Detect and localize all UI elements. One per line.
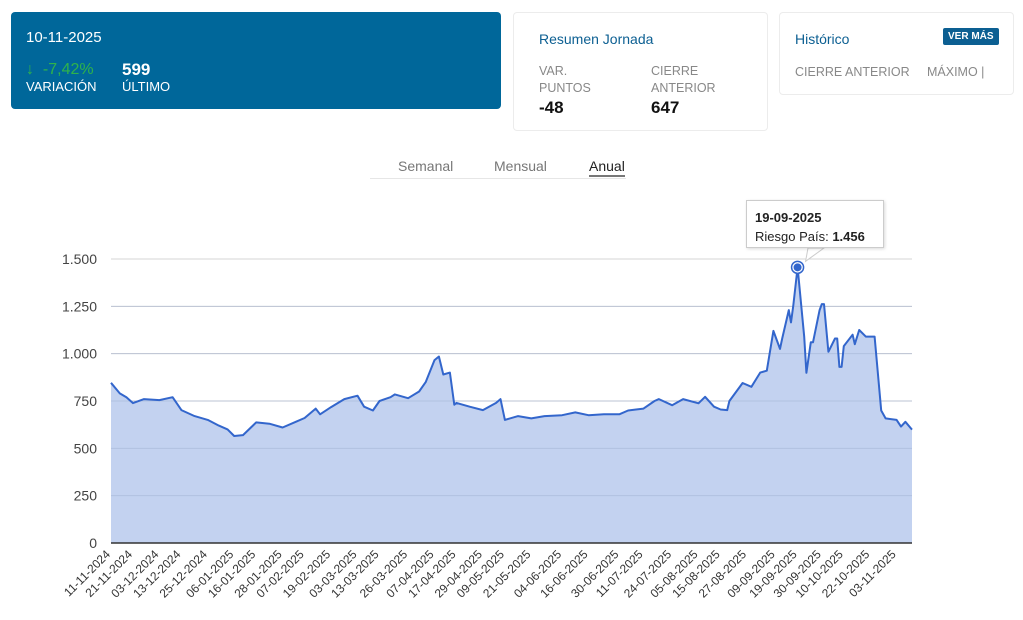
resumen-title: Resumen Jornada bbox=[539, 31, 654, 47]
historico-col-max: MÁXIMO | bbox=[927, 65, 985, 79]
series-line bbox=[110, 266, 913, 437]
var-points-value: -48 bbox=[539, 98, 564, 117]
var-label-line2: PUNTOS bbox=[539, 81, 591, 95]
var-points-label: VAR. PUNTOS bbox=[539, 63, 591, 97]
variation-value: ↓ -7,42% bbox=[26, 61, 94, 79]
y-tick-label: 500 bbox=[74, 440, 98, 456]
tooltip-series-label: Riesgo País: bbox=[755, 229, 833, 244]
y-tick-label: 750 bbox=[74, 393, 98, 409]
y-tick-label: 1.500 bbox=[62, 251, 97, 267]
y-tick-label: 1.250 bbox=[62, 298, 97, 314]
period-tabs: Semanal Mensual Anual bbox=[370, 158, 626, 179]
area-fill bbox=[111, 267, 912, 543]
highlight-point bbox=[793, 263, 802, 272]
tab-semanal[interactable]: Semanal bbox=[398, 158, 454, 174]
last-label: ÚLTIMO bbox=[122, 79, 171, 94]
prev-close-label: CIERRE ANTERIOR bbox=[651, 63, 716, 97]
var-label-line1: VAR. bbox=[539, 64, 568, 78]
y-tick-label: 250 bbox=[74, 488, 98, 504]
summary-date: 10-11-2025 bbox=[26, 29, 102, 46]
tab-mensual[interactable]: Mensual bbox=[494, 158, 547, 174]
tooltip-date: 19-09-2025 bbox=[755, 210, 822, 225]
prev-close-value: 647 bbox=[651, 98, 680, 117]
last-value: 599 bbox=[122, 60, 151, 79]
close-label-line2: ANTERIOR bbox=[651, 81, 716, 95]
y-tick-label: 0 bbox=[89, 535, 97, 551]
arrow-down-icon: ↓ bbox=[26, 61, 34, 78]
y-tick-label: 1.000 bbox=[62, 346, 97, 362]
summary-card: 10-11-2025 ↓ -7,42% VARIACIÓN 599 ÚLTIMO bbox=[11, 12, 501, 109]
close-label-line1: CIERRE bbox=[651, 64, 699, 78]
historico-title: Histórico bbox=[795, 31, 850, 47]
chart-tooltip: 19-09-2025 Riesgo País: 1.456 bbox=[746, 200, 884, 248]
resumen-card: Resumen Jornada VAR. PUNTOS -48 CIERRE ANT… bbox=[513, 12, 768, 131]
historico-card: Histórico VER MÁS CIERRE ANTERIOR MÁXIMO… bbox=[779, 12, 1014, 95]
tab-anual[interactable]: Anual bbox=[589, 158, 625, 177]
tooltip-value-row: Riesgo País: 1.456 bbox=[755, 227, 875, 246]
tooltip-pointer bbox=[804, 247, 826, 263]
variation-percent: -7,42% bbox=[42, 61, 94, 78]
variation-label: VARIACIÓN bbox=[26, 79, 97, 94]
tooltip-value: 1.456 bbox=[832, 229, 865, 244]
ver-mas-button[interactable]: VER MÁS bbox=[943, 28, 999, 45]
historico-col-prev-close: CIERRE ANTERIOR bbox=[795, 65, 910, 79]
